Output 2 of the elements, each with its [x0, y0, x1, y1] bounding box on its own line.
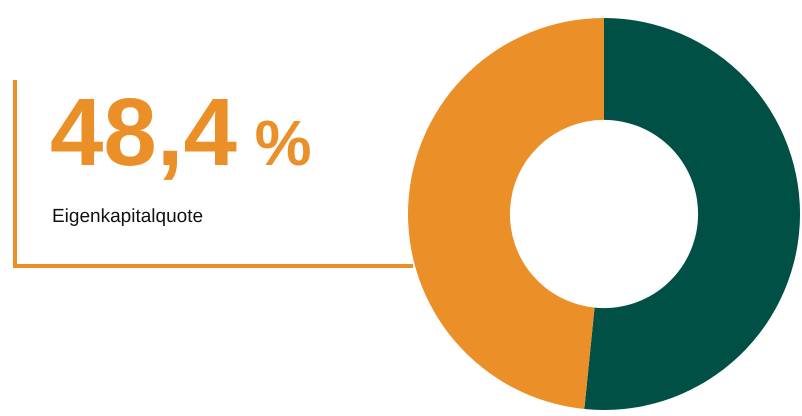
text: Eigenkapitalquote: [52, 206, 204, 228]
data-label: 48,4 %: [50, 79, 312, 186]
